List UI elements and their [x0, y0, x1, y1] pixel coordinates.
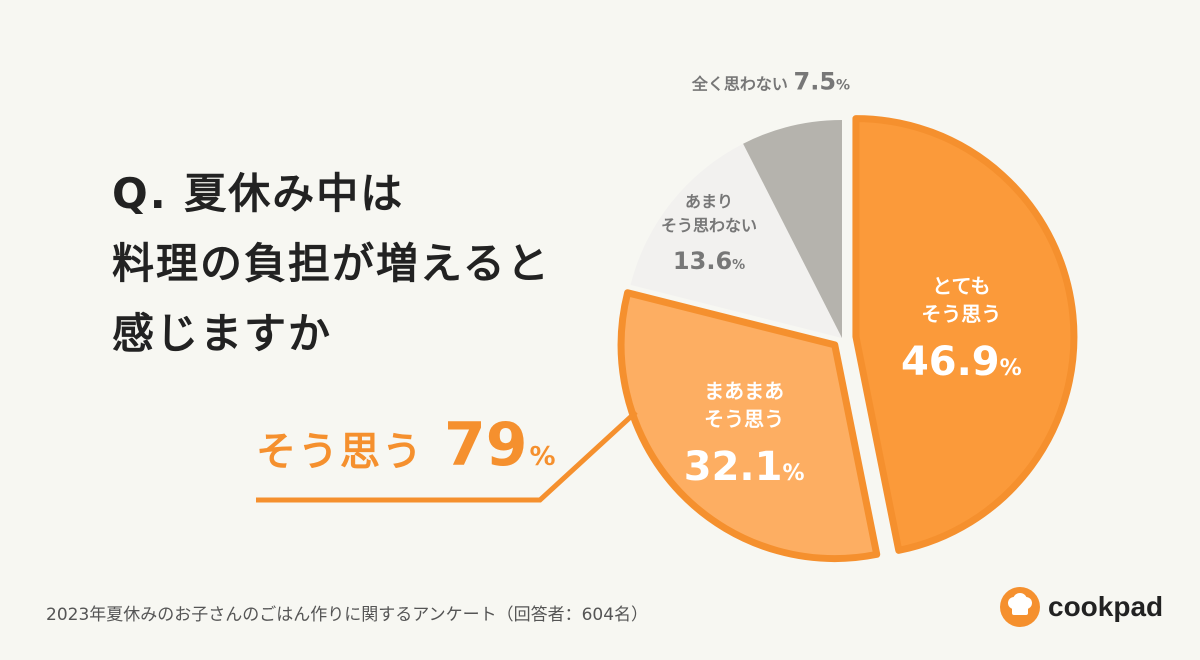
slice-label-somewhat-agree-line-1: まあまあ [704, 379, 784, 403]
summary-unit: % [529, 442, 556, 472]
summary-leader-line [256, 410, 638, 503]
question-line-1: Q. 夏休み中は [112, 169, 405, 218]
slice-value-very-agree: 46.9% [901, 339, 1022, 385]
question-line-2: 料理の負担が増えると [112, 239, 551, 288]
summary-callout: そう思う 79% [256, 410, 556, 480]
slice-label-somewhat-disagree-line-2: そう思わない [661, 216, 757, 235]
summary-value: 79 [444, 410, 528, 480]
slice-label-somewhat-disagree-line-1: あまり [685, 192, 733, 211]
question-line-3: 感じますか [112, 309, 333, 358]
slice-label-very-agree-line-1: とても [932, 274, 990, 298]
chef-hat-icon [1000, 587, 1040, 627]
slice-value-somewhat-disagree: 13.6% [673, 247, 745, 275]
pie-slice-strongly-disagree [743, 120, 842, 338]
survey-footnote: 2023年夏休みのお子さんのごはん作りに関するアンケート（回答者：604名） [46, 605, 649, 625]
summary-label: そう思う [256, 429, 424, 475]
slice-label-very-agree-line-2: そう思う [921, 302, 1001, 326]
brand-name: cookpad [1048, 591, 1164, 622]
pie-slice-very-agree [852, 115, 1078, 554]
pie-slice-somewhat-agree [617, 289, 881, 562]
brand: cookpad [1000, 585, 1163, 629]
pie-slice-somewhat-disagree [630, 143, 842, 338]
slice-label-strongly-disagree: 全く思わない 7.5% [691, 68, 850, 96]
slice-label-somewhat-agree-line-2: そう思う [704, 407, 784, 431]
slice-value-somewhat-agree: 32.1% [684, 444, 805, 490]
